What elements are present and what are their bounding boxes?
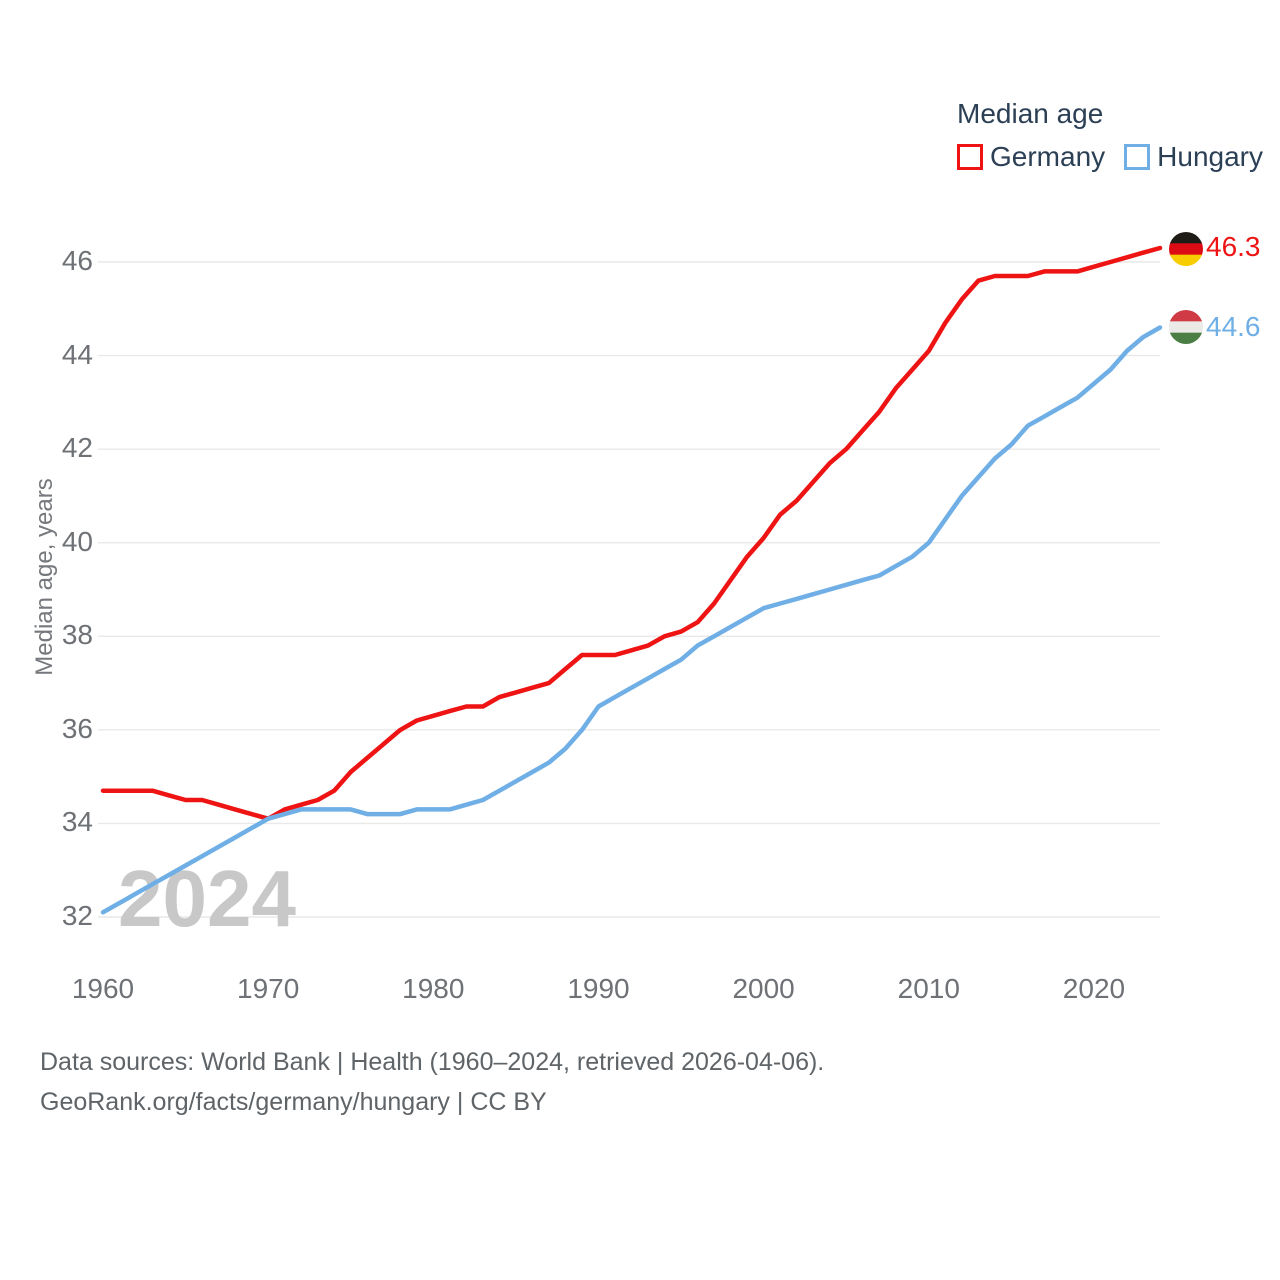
legend-title: Median age [957,98,1104,129]
germany-flag-icon [1169,232,1203,266]
y-tick-32: 32 [61,900,93,931]
footer-link-line: GeoRank.org/facts/germany/hungary | CC B… [40,1088,547,1116]
x-tick-2020: 2020 [1062,973,1126,1004]
hungary-flag-icon [1169,310,1203,344]
x-tick-1960: 1960 [71,973,135,1004]
y-tick-46: 46 [61,244,93,276]
x-tick-1970: 1970 [237,973,300,1004]
x-tick-1990: 1990 [567,973,630,1004]
y-tick-34: 34 [61,806,93,838]
hungary-swatch-icon [1124,144,1151,170]
series-lines [100,245,1163,915]
germany-line [100,245,1163,821]
x-tick-1980: 1980 [402,973,465,1004]
footer: Data sources: World Bank | Health (1960–… [40,1042,824,1122]
x-tick-2000: 2000 [732,973,795,1004]
x-tick-2010: 2010 [897,973,960,1004]
flag-icons [1169,232,1203,344]
gridlines [98,261,1160,918]
y-tick-40: 40 [61,525,93,557]
footer-source-line: Data sources: World Bank | Health (1960–… [40,1048,825,1076]
y-tick-44: 44 [61,338,93,370]
y-tick-42: 42 [61,432,93,464]
hungary-end-value: 44.6 [1206,311,1261,342]
legend-row: Germany Hungary [957,141,1263,173]
legend: Median age Germany Hungary [957,98,1263,173]
germany-swatch-icon [957,144,983,170]
y-tick-36: 36 [61,712,93,744]
legend-item-hungary[interactable]: Hungary [1124,141,1263,173]
hungary-line [100,325,1163,915]
watermark-year: 2024 [118,854,296,943]
legend-label-hungary: Hungary [1157,141,1263,172]
legend-label-germany: Germany [990,141,1106,172]
legend-item-germany[interactable]: Germany [957,141,1105,173]
germany-end-value: 46.3 [1206,231,1261,262]
y-tick-38: 38 [61,619,93,651]
